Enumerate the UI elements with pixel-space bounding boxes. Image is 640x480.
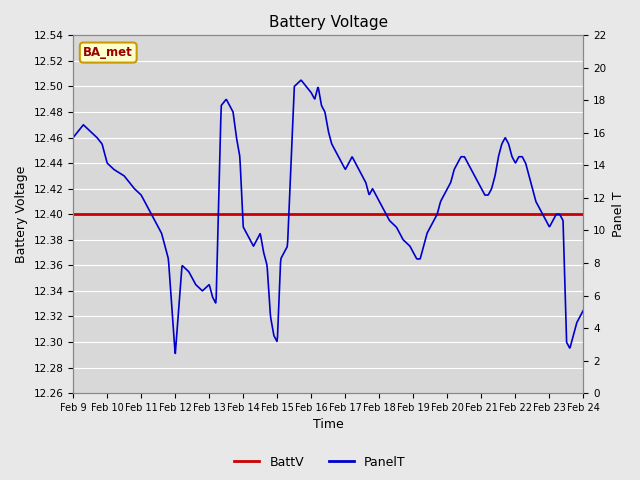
Text: BA_met: BA_met	[83, 46, 133, 59]
X-axis label: Time: Time	[313, 419, 344, 432]
Y-axis label: Battery Voltage: Battery Voltage	[15, 166, 28, 263]
Title: Battery Voltage: Battery Voltage	[269, 15, 388, 30]
Legend: BattV, PanelT: BattV, PanelT	[229, 451, 411, 474]
Y-axis label: Panel T: Panel T	[612, 192, 625, 237]
